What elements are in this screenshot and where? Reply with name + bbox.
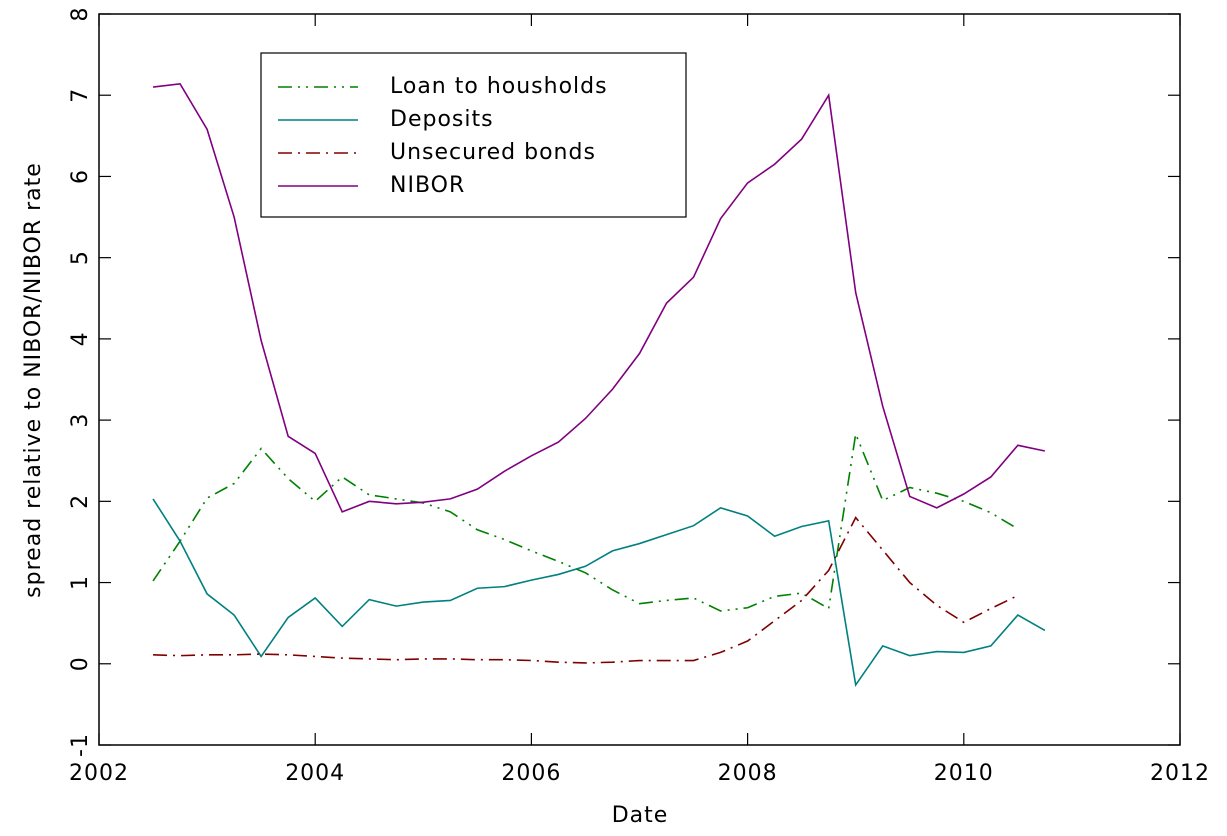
- y-tick-label: 0: [68, 656, 93, 671]
- plot-frame: [98, 13, 1181, 746]
- x-axis-label: Date: [612, 803, 669, 828]
- y-tick-label: 5: [68, 250, 93, 265]
- x-tick-label: 2002: [69, 761, 129, 786]
- series-line: [152, 498, 1046, 687]
- y-tick-label: 4: [68, 331, 93, 346]
- legend-label: Unsecured bonds: [390, 140, 596, 165]
- y-tick-label: 2: [68, 494, 93, 509]
- y-tick-label: 6: [68, 169, 93, 184]
- legend-label: Deposits: [390, 107, 494, 132]
- y-tick-label: 7: [68, 88, 93, 103]
- x-tick-label: 2006: [501, 761, 561, 786]
- x-tick-label: 2004: [285, 761, 345, 786]
- y-tick-label: 8: [68, 7, 93, 22]
- series-line: [152, 430, 1019, 612]
- y-axis-label: spread relative to NIBOR/NIBOR rate: [21, 162, 46, 598]
- series-line: [153, 516, 1019, 664]
- legend-label: NIBOR: [390, 173, 465, 198]
- x-tick-label: 2008: [718, 761, 778, 786]
- legend-box: [260, 52, 687, 218]
- series-line: [152, 82, 1046, 513]
- legend-label: Loan to housholds: [390, 74, 608, 99]
- x-tick-label: 2012: [1150, 761, 1210, 786]
- y-tick-label: 1: [68, 575, 93, 590]
- y-tick-label: -1: [68, 733, 93, 757]
- y-tick-label: 3: [68, 413, 93, 428]
- x-tick-label: 2010: [934, 761, 994, 786]
